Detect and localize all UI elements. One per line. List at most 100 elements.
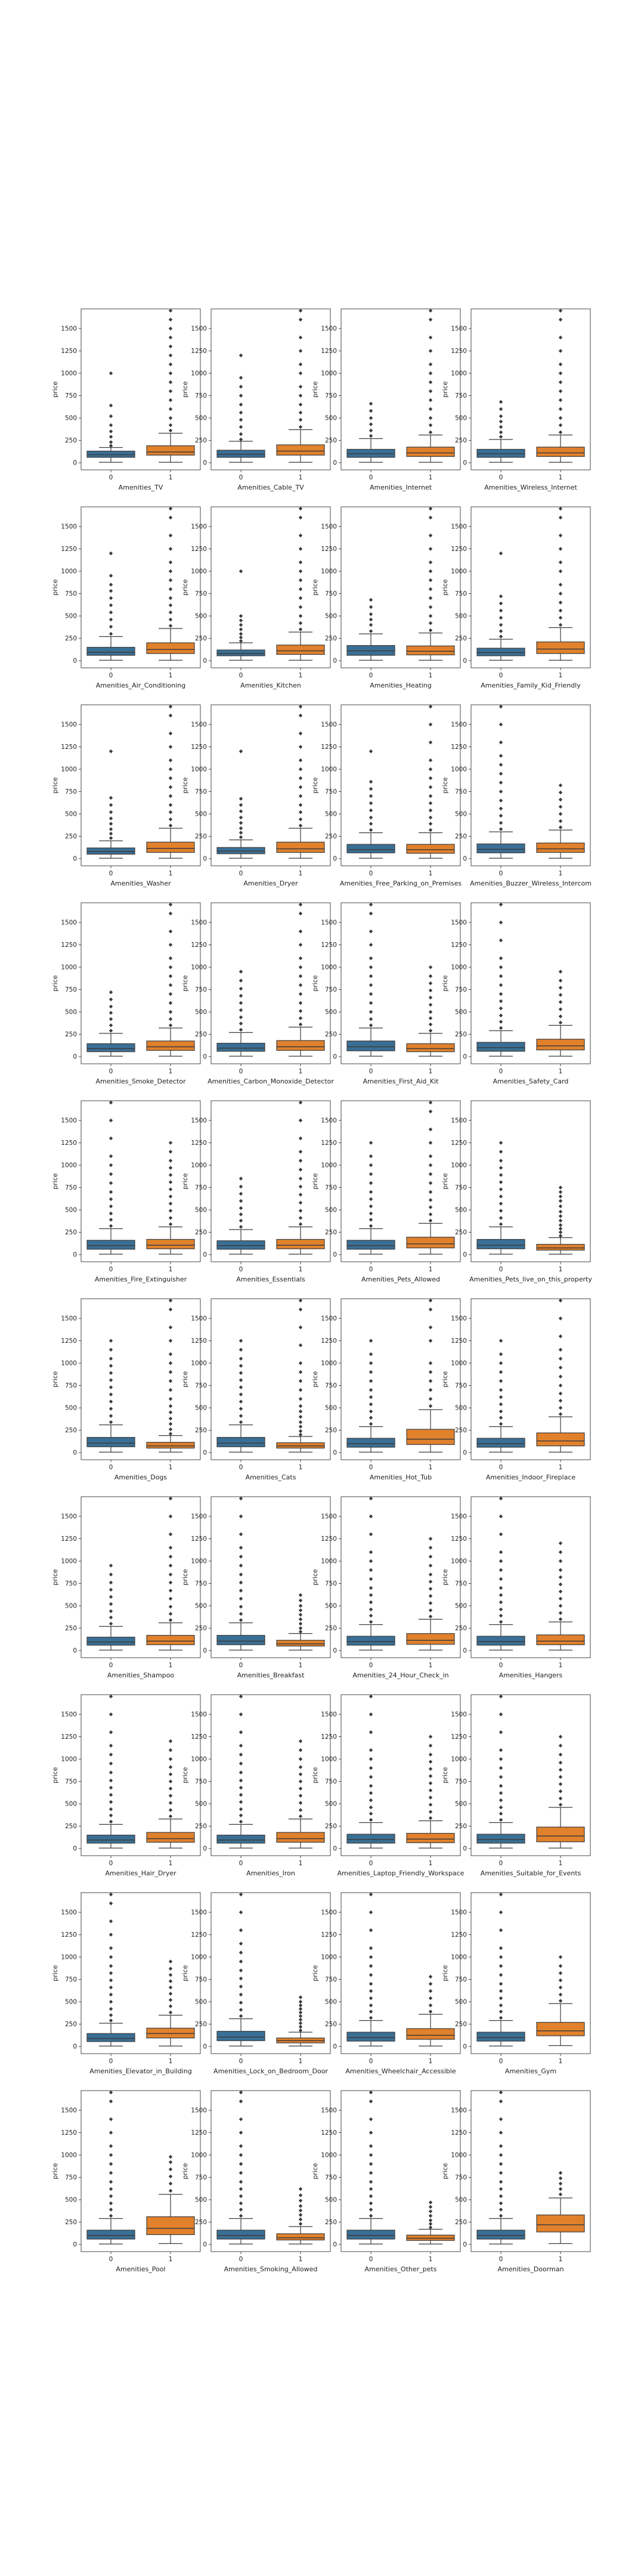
y-tick-label: 0 (73, 658, 77, 665)
outlier-point (109, 551, 113, 556)
outlier-point (428, 560, 433, 565)
axes-frame (210, 1298, 331, 1460)
y-tick-label: 1250 (451, 1931, 467, 1939)
y-tick-label: 1000 (61, 766, 77, 773)
outlier-point (298, 1621, 303, 1626)
outlier-point (239, 1819, 243, 1824)
x-tick-label: 1 (299, 1068, 303, 1075)
y-tick-label: 500 (195, 811, 207, 818)
y-tick-label: 250 (325, 437, 337, 444)
boxplot-panel: 0 250 500 750 1000 1250 1500 price 0 1 Amenities_D… (441, 2090, 591, 2273)
axes-frame (470, 1298, 591, 1460)
outlier-point (558, 506, 563, 511)
boxplot-panel: 0 250 500 750 1000 1250 1500 price 0 1 Amenities_F… (441, 506, 591, 689)
y-tick-label: 500 (195, 1207, 207, 1214)
axes-frame (470, 1694, 591, 1856)
outlier-point (239, 815, 243, 820)
outlier-point (369, 992, 373, 996)
outlier-point (109, 1933, 113, 1937)
y-tick-label: 1250 (61, 744, 77, 751)
outlier-point (428, 704, 433, 709)
y-tick-label: 1500 (451, 326, 467, 333)
outlier-point (428, 2222, 433, 2226)
y-tick-label: 500 (195, 1999, 207, 2006)
outlier-point (109, 1392, 113, 1397)
y-tick-label: 1500 (451, 1909, 467, 1916)
outlier-point (109, 1770, 113, 1775)
outlier-point (369, 2003, 373, 2008)
outlier-point (369, 1910, 373, 1915)
y-axis-label: price (51, 381, 59, 398)
outlier-point (298, 627, 303, 631)
x-tick-label: 0 (239, 474, 243, 481)
outlier-point (298, 385, 303, 389)
outlier-point (369, 1964, 373, 1968)
outlier-point (428, 1370, 433, 1374)
outlier-point (298, 1748, 303, 1753)
y-tick-label: 1500 (61, 1117, 77, 1125)
outlier-point (428, 1190, 433, 1194)
x-axis-label: Amenities_Fire_Extinguisher (95, 1275, 187, 1283)
outlier-point (109, 1364, 113, 1368)
outlier-point (109, 1919, 113, 1924)
outlier-point (428, 995, 433, 1000)
outlier-point (428, 317, 433, 322)
outlier-point (239, 2131, 243, 2135)
outlier-point (499, 1757, 503, 1761)
outlier-point (109, 1154, 113, 1159)
outlier-point (558, 407, 563, 411)
outlier-point (239, 1357, 243, 1361)
y-tick-label: 1250 (191, 546, 207, 553)
x-tick-label: 0 (239, 1068, 243, 1075)
y-tick-label: 1500 (61, 919, 77, 927)
outlier-point (168, 1787, 173, 1791)
outlier-point (298, 1379, 303, 1383)
outlier-point (499, 1006, 503, 1011)
outlier-point (239, 809, 243, 813)
outlier-point (369, 1757, 373, 1761)
y-tick-label: 250 (65, 1625, 77, 1632)
outlier-point (428, 1002, 433, 1007)
y-tick-label: 0 (203, 460, 207, 467)
outlier-point (499, 2194, 503, 2199)
boxplot-panel: 0 250 500 750 1000 1250 1500 price 0 1 Amenities_L… (181, 1892, 331, 2075)
y-tick-label: 1000 (451, 370, 467, 377)
outlier-point (239, 631, 243, 636)
outlier-point (369, 1946, 373, 1950)
outlier-point (109, 1892, 113, 1897)
y-axis-label: price (181, 579, 189, 596)
outlier-point (558, 569, 563, 574)
y-axis-label: price (311, 1173, 319, 1190)
outlier-point (499, 1791, 503, 1795)
outlier-point (499, 827, 503, 831)
y-tick-label: 250 (65, 1427, 77, 1434)
outlier-point (298, 911, 303, 916)
x-tick-label: 0 (369, 1860, 373, 1867)
outlier-point (428, 430, 433, 435)
outlier-point (558, 1230, 563, 1234)
y-tick-label: 0 (73, 856, 77, 863)
x-axis-label: Amenities_Cable_TV (237, 484, 304, 491)
outlier-point (369, 1996, 373, 2001)
x-tick-label: 0 (109, 1068, 113, 1075)
outlier-point (499, 615, 503, 620)
outlier-point (168, 1150, 173, 1154)
outlier-point (558, 2176, 563, 2181)
outlier-point (239, 1950, 243, 1955)
iqr-box (146, 1041, 195, 1051)
outlier-point (298, 713, 303, 718)
y-tick-label: 1000 (191, 1558, 207, 1565)
outlier-point (168, 745, 173, 749)
outlier-point (369, 2194, 373, 2199)
y-tick-label: 1250 (321, 942, 337, 949)
iqr-box (476, 2230, 525, 2240)
x-tick-label: 1 (429, 2058, 433, 2065)
outlier-point (428, 794, 433, 798)
x-axis-label: Amenities_Free_Parking_on_Premises (340, 880, 462, 887)
x-axis-label: Amenities_Doorman (497, 2265, 564, 2273)
outlier-point (298, 1159, 303, 1163)
iqr-box (216, 2030, 265, 2041)
outlier-point (558, 623, 563, 627)
outlier-point (298, 1808, 303, 1812)
outlier-point (298, 1420, 303, 1425)
